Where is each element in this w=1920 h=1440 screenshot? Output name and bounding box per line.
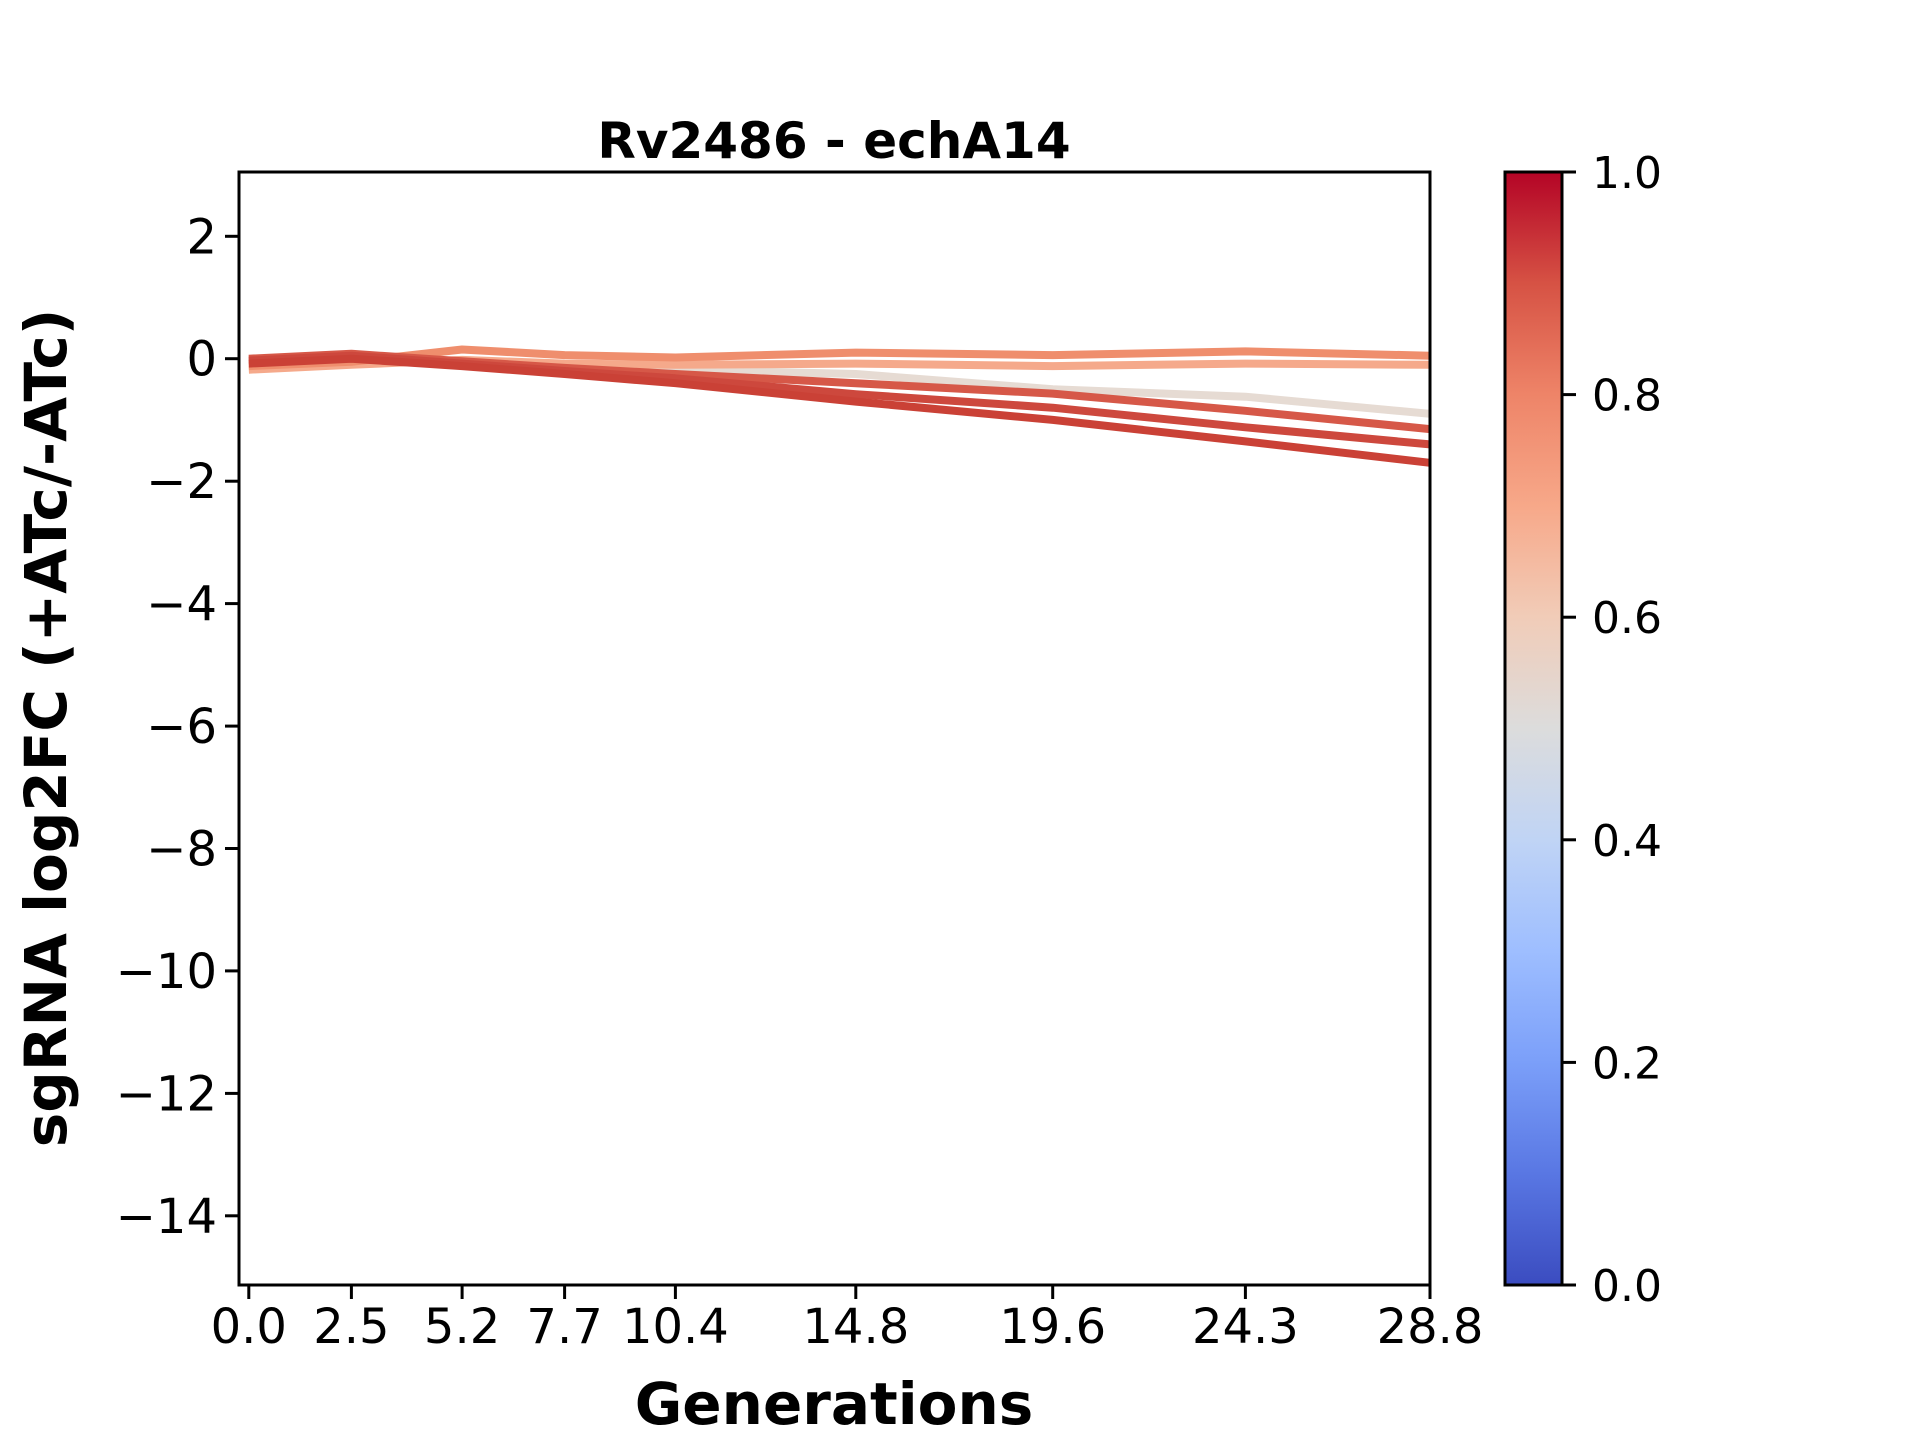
y-tick-label: −12 — [116, 1066, 217, 1122]
colorbar-tick-label: 0.2 — [1592, 1038, 1662, 1089]
x-tick-label: 19.6 — [999, 1299, 1106, 1355]
y-tick-label: −2 — [146, 454, 217, 510]
y-axis-label: sgRNA log2FC (+ATc/-ATc) — [12, 309, 80, 1147]
plot-border — [237, 170, 1432, 1287]
y-tick-label: 2 — [186, 209, 217, 265]
series-line-6 — [248, 354, 1431, 467]
y-tick-label: −10 — [116, 944, 217, 1000]
colorbar-tick-label: 0.0 — [1592, 1261, 1662, 1312]
x-tick-label: 24.3 — [1192, 1299, 1299, 1355]
chart-title: Rv2486 - echA14 — [597, 112, 1070, 170]
colorbar-tick-label: 0.6 — [1592, 593, 1662, 644]
y-tick-label: 0 — [186, 332, 217, 388]
x-tick-label: 28.8 — [1377, 1299, 1484, 1355]
y-tick-label: −8 — [146, 822, 217, 878]
ticks-layer: 0.0 2.5 5.2 7.7 10.4 14.8 19.6 24.3 28.8 2 0 −2 −4 −6… — [116, 209, 1484, 1355]
y-tick-label: −4 — [146, 577, 217, 633]
colorbar-ticks: 1.0 0.8 0.6 0.4 0.2 0.0 — [1562, 148, 1662, 1312]
x-tick-label: 0.0 — [211, 1299, 287, 1355]
colorbar-gradient — [1503, 170, 1564, 1287]
y-tick-label: −14 — [116, 1189, 217, 1245]
x-tick-label: 10.4 — [622, 1299, 729, 1355]
x-tick-label: 14.8 — [802, 1299, 909, 1355]
x-axis-label: Generations — [635, 1370, 1034, 1438]
x-tick-label: 7.7 — [526, 1299, 602, 1355]
x-tick-label: 2.5 — [313, 1299, 389, 1355]
colorbar-tick-label: 1.0 — [1592, 148, 1662, 199]
series-layer — [248, 345, 1431, 467]
colorbar-tick-label: 0.8 — [1592, 371, 1662, 422]
x-tick-label: 5.2 — [424, 1299, 500, 1355]
colorbar-tick-label: 0.4 — [1592, 816, 1662, 867]
y-tick-label: −6 — [146, 699, 217, 755]
